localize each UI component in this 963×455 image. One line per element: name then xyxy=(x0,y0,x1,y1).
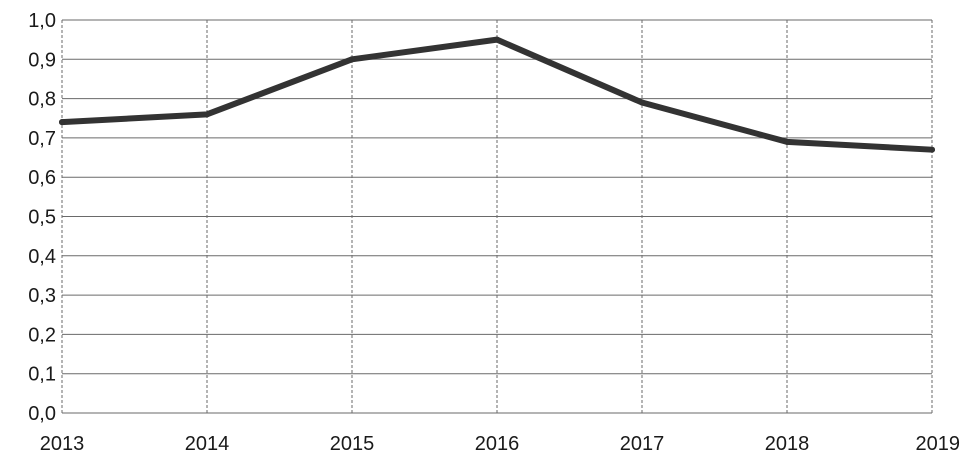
y-tick-label: 0,6 xyxy=(28,167,56,189)
grid-lines xyxy=(61,19,933,414)
y-tick-label: 0,3 xyxy=(28,285,56,307)
data-point xyxy=(639,99,645,106)
x-tick-label: 2015 xyxy=(330,433,375,455)
y-axis-tick-labels: 0,0 0,1 0,2 0,3 0,4 0,5 0,6 0,7 0,8 0,9 1,0 xyxy=(28,10,56,425)
data-point xyxy=(929,146,935,153)
y-tick-label: 0,8 xyxy=(28,89,56,111)
data-point xyxy=(784,138,790,145)
x-tick-label: 2017 xyxy=(620,433,665,455)
y-tick-label: 0,4 xyxy=(28,246,56,268)
y-tick-label: 0,9 xyxy=(28,49,56,71)
series-layer xyxy=(59,36,935,153)
x-tick-label: 2013 xyxy=(40,433,85,455)
y-tick-label: 1,0 xyxy=(28,10,56,32)
x-tick-label: 2014 xyxy=(185,433,230,455)
data-point xyxy=(494,36,500,43)
y-tick-label: 0,0 xyxy=(28,403,56,425)
data-point xyxy=(204,111,210,118)
y-tick-label: 0,5 xyxy=(28,207,56,229)
data-point xyxy=(349,56,355,63)
y-tick-label: 0,7 xyxy=(28,128,56,150)
y-tick-label: 0,1 xyxy=(28,364,56,386)
x-tick-label: 2018 xyxy=(765,433,810,455)
y-tick-label: 0,2 xyxy=(28,324,56,346)
x-axis-tick-labels: 2013 2014 2015 2016 2017 2018 2019 xyxy=(40,433,960,455)
data-point xyxy=(59,119,65,126)
x-tick-label: 2019 xyxy=(916,433,961,455)
x-tick-label: 2016 xyxy=(475,433,520,455)
